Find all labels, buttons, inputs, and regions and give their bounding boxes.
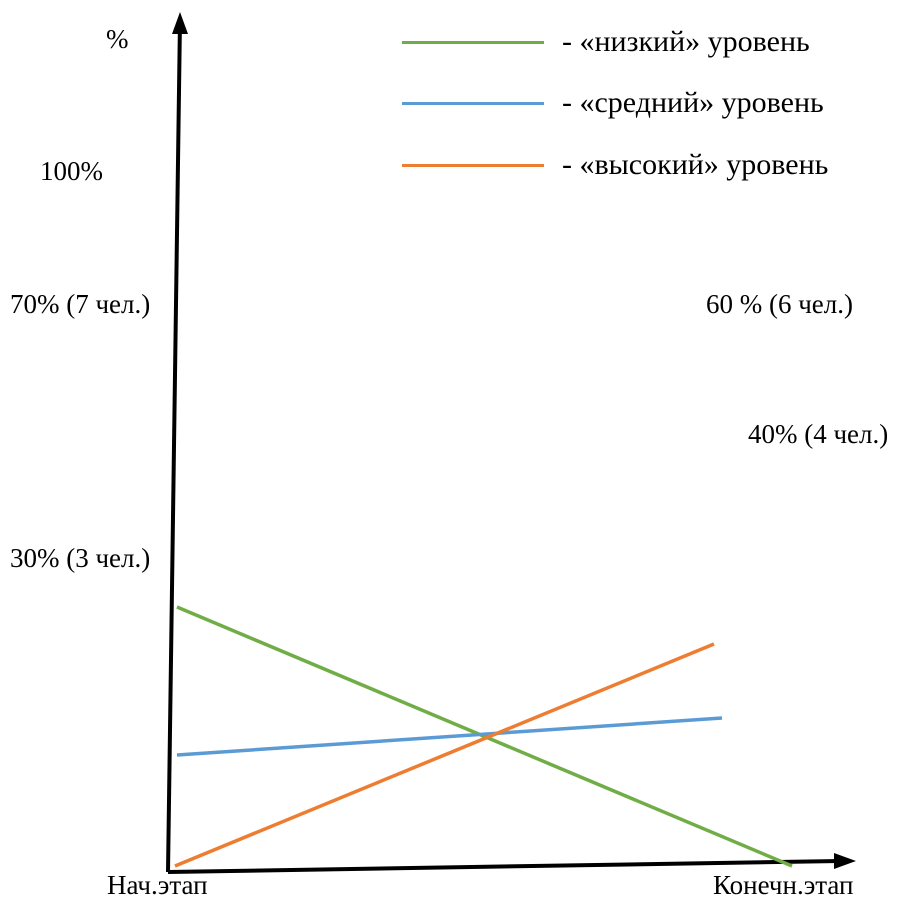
x-axis-arrow	[834, 853, 856, 869]
data-label-mid-start: 30% (3 чел.)	[10, 543, 151, 573]
data-label-low-start: 70% (7 чел.)	[10, 289, 151, 319]
y-max-label: 100%	[40, 156, 103, 186]
y-axis-arrow	[172, 12, 188, 34]
y-axis-label: %	[106, 24, 129, 54]
y-axis	[166, 19, 182, 873]
legend-label-mid: - «средний» уровень	[562, 86, 824, 119]
legend-item-low: - «низкий» уровень	[402, 27, 902, 57]
series-layer	[174, 605, 793, 868]
legend-item-high: - «высокий» уровень	[402, 150, 902, 180]
legend-label-high: - «высокий» уровень	[562, 148, 829, 181]
legend-label-low: - «низкий» уровень	[562, 25, 810, 58]
series-line-mid	[176, 716, 723, 757]
x-axis	[167, 859, 841, 874]
legend-swatch-mid	[402, 102, 544, 105]
series-line-low	[176, 605, 793, 868]
legend-swatch-high	[402, 164, 544, 167]
x-tick-label-end: Конечн.этап	[713, 870, 854, 900]
series-line-high	[174, 642, 715, 868]
data-label-mid-end: 40% (4 чел.)	[748, 419, 889, 449]
legend-item-mid: - «средний» уровень	[402, 88, 902, 118]
legend-swatch-low	[402, 41, 544, 44]
x-tick-label-start: Нач.этап	[107, 870, 208, 900]
data-label-high-end: 60 % (6 чел.)	[706, 289, 854, 319]
